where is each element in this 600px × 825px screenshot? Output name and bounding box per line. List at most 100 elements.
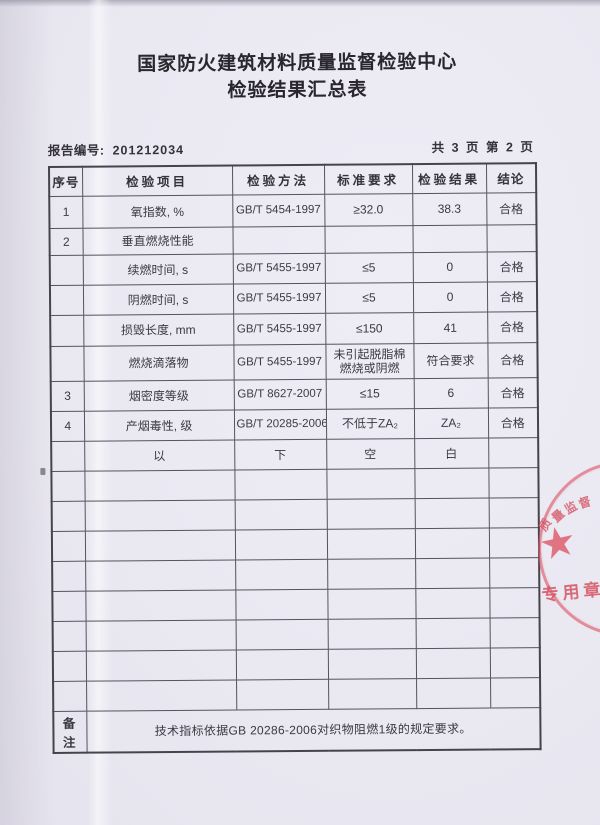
- cell-method: [234, 498, 327, 530]
- cell-requirement: [326, 528, 416, 559]
- cell-no: [49, 254, 83, 285]
- cell-requirement: [327, 558, 416, 589]
- remark-text: 技术指标依据GB 20286-2006对织物阻燃1级的规定要求。: [86, 707, 541, 753]
- cell-conclusion: 合格: [486, 251, 537, 282]
- cell-conclusion: [488, 467, 539, 498]
- cell-no: [49, 284, 84, 315]
- table-row-empty: [52, 557, 540, 591]
- cell-no: [50, 314, 84, 346]
- table-row: 损毁长度, mm GB/T 5455-1997 ≤150 41 合格: [50, 311, 538, 346]
- cell-no: 4: [50, 410, 85, 441]
- cell-item: [85, 619, 236, 651]
- cell-no: [52, 590, 86, 621]
- table-row: 2 垂直燃烧性能: [49, 224, 537, 255]
- cell-method: [235, 648, 329, 680]
- report-title: 国家防火建筑材料质量监督检验中心 检验结果汇总表: [0, 48, 598, 107]
- page-info: 共 3 页 第 2 页: [431, 140, 535, 155]
- cell-requirement: [326, 468, 415, 499]
- cell-result: [415, 557, 490, 589]
- cell-result: 白: [414, 437, 489, 469]
- cell-result: [414, 527, 490, 559]
- cell-requirement: [327, 588, 416, 619]
- cell-result: [414, 497, 489, 529]
- cell-item: 阴燃时间, s: [82, 283, 234, 315]
- cell-result: 38.3: [412, 192, 487, 226]
- cell-method: [235, 558, 328, 590]
- cell-no: [53, 680, 87, 711]
- cell-method: [235, 588, 328, 620]
- cell-method: [236, 678, 329, 710]
- cell-conclusion: 合格: [486, 281, 538, 312]
- star-icon: ★: [534, 515, 582, 570]
- cell-method: GB/T 8627-2007: [233, 378, 326, 410]
- cell-no: [52, 560, 86, 591]
- cell-conclusion: 合格: [487, 377, 538, 408]
- cell-method: GB/T 5455-1997: [233, 343, 326, 380]
- cell-method: [234, 528, 328, 560]
- page-title-line2: 检验结果汇总表: [227, 79, 368, 102]
- cell-conclusion: [490, 677, 541, 708]
- cell-method: GB/T 5454-1997: [232, 193, 325, 227]
- cell-conclusion: [488, 497, 539, 528]
- cell-method: GB/T 5455-1997: [232, 252, 325, 284]
- cell-no: [51, 440, 85, 471]
- report-meta: 报告编号: 201212034 共 3 页 第 2 页: [48, 136, 535, 159]
- cell-method: [235, 618, 328, 650]
- cell-result: 41: [413, 311, 488, 344]
- table-row-empty: [52, 617, 540, 651]
- cell-item: 燃烧滴落物: [83, 344, 234, 381]
- table-row-empty: [51, 497, 539, 531]
- table-row-empty: [53, 677, 541, 711]
- cell-conclusion: [489, 587, 540, 618]
- cell-result: 符合要求: [413, 342, 488, 379]
- table-row: 1 氧指数, % GB/T 5454-1997 ≥32.0 38.3 合格: [49, 192, 537, 228]
- cell-conclusion: 合格: [487, 407, 539, 438]
- table-row: 4 产烟毒性, 级 GB/T 20285-2006 不低于ZA₂ ZA₂ 合格: [50, 407, 539, 441]
- cell-requirement: ≤150: [325, 312, 414, 344]
- header-method: 检验方法: [231, 164, 325, 195]
- table-row: 续燃时间, s GB/T 5455-1997 ≤5 0 合格: [49, 251, 537, 285]
- cell-item: [84, 499, 235, 531]
- table-row-blank-below: 以 下 空 白: [51, 437, 539, 471]
- cell-requirement: [324, 225, 413, 253]
- cell-no: [52, 650, 87, 681]
- cell-requirement: ≥32.0: [324, 193, 413, 226]
- cell-method: GB/T 20285-2006: [233, 408, 327, 440]
- cell-method: GB/T 5455-1997: [232, 282, 326, 314]
- cell-conclusion: [488, 527, 540, 558]
- cell-item: [85, 649, 237, 681]
- table-row: 燃烧滴落物 GB/T 5455-1997 未引起脱脂棉燃烧或阴燃 符合要求 合格: [50, 342, 538, 381]
- cell-requirement: ≤5: [324, 252, 413, 283]
- cell-item: 氧指数, %: [82, 194, 233, 228]
- cell-conclusion: 合格: [487, 342, 538, 378]
- cell-result: [415, 647, 491, 679]
- table-row-empty: [51, 467, 539, 501]
- cell-method: [234, 468, 327, 500]
- cell-item: [85, 589, 236, 621]
- cell-result: [415, 587, 490, 619]
- table-row-empty: [51, 527, 540, 561]
- report-number-value: 201212034: [112, 142, 185, 158]
- cell-conclusion: 合格: [487, 311, 538, 343]
- table-row-empty: [52, 587, 540, 621]
- header-item: 检验项目: [82, 165, 233, 196]
- cell-item: [84, 469, 235, 501]
- cell-method: 下: [234, 438, 327, 470]
- table-row: 阴燃时间, s GB/T 5455-1997 ≤5 0 合格: [49, 281, 538, 315]
- cell-result: [416, 677, 491, 709]
- cell-requirement: 未引起脱脂棉燃烧或阴燃: [325, 343, 414, 379]
- cell-result: [412, 224, 487, 253]
- cell-result: 6: [413, 377, 488, 409]
- cell-conclusion: 合格: [486, 192, 537, 225]
- cell-no: [51, 470, 85, 501]
- cell-no: [50, 345, 84, 381]
- cell-conclusion: [489, 557, 540, 588]
- stamp-bottom-text: 专用章: [540, 579, 600, 605]
- header-no: 序号: [49, 166, 83, 196]
- cell-result: ZA₂: [413, 407, 489, 439]
- stamp-arc-char: 量: [548, 506, 568, 526]
- cell-conclusion: [486, 224, 537, 252]
- scan-artifact: [40, 468, 46, 476]
- remark-label: 备注: [53, 710, 87, 753]
